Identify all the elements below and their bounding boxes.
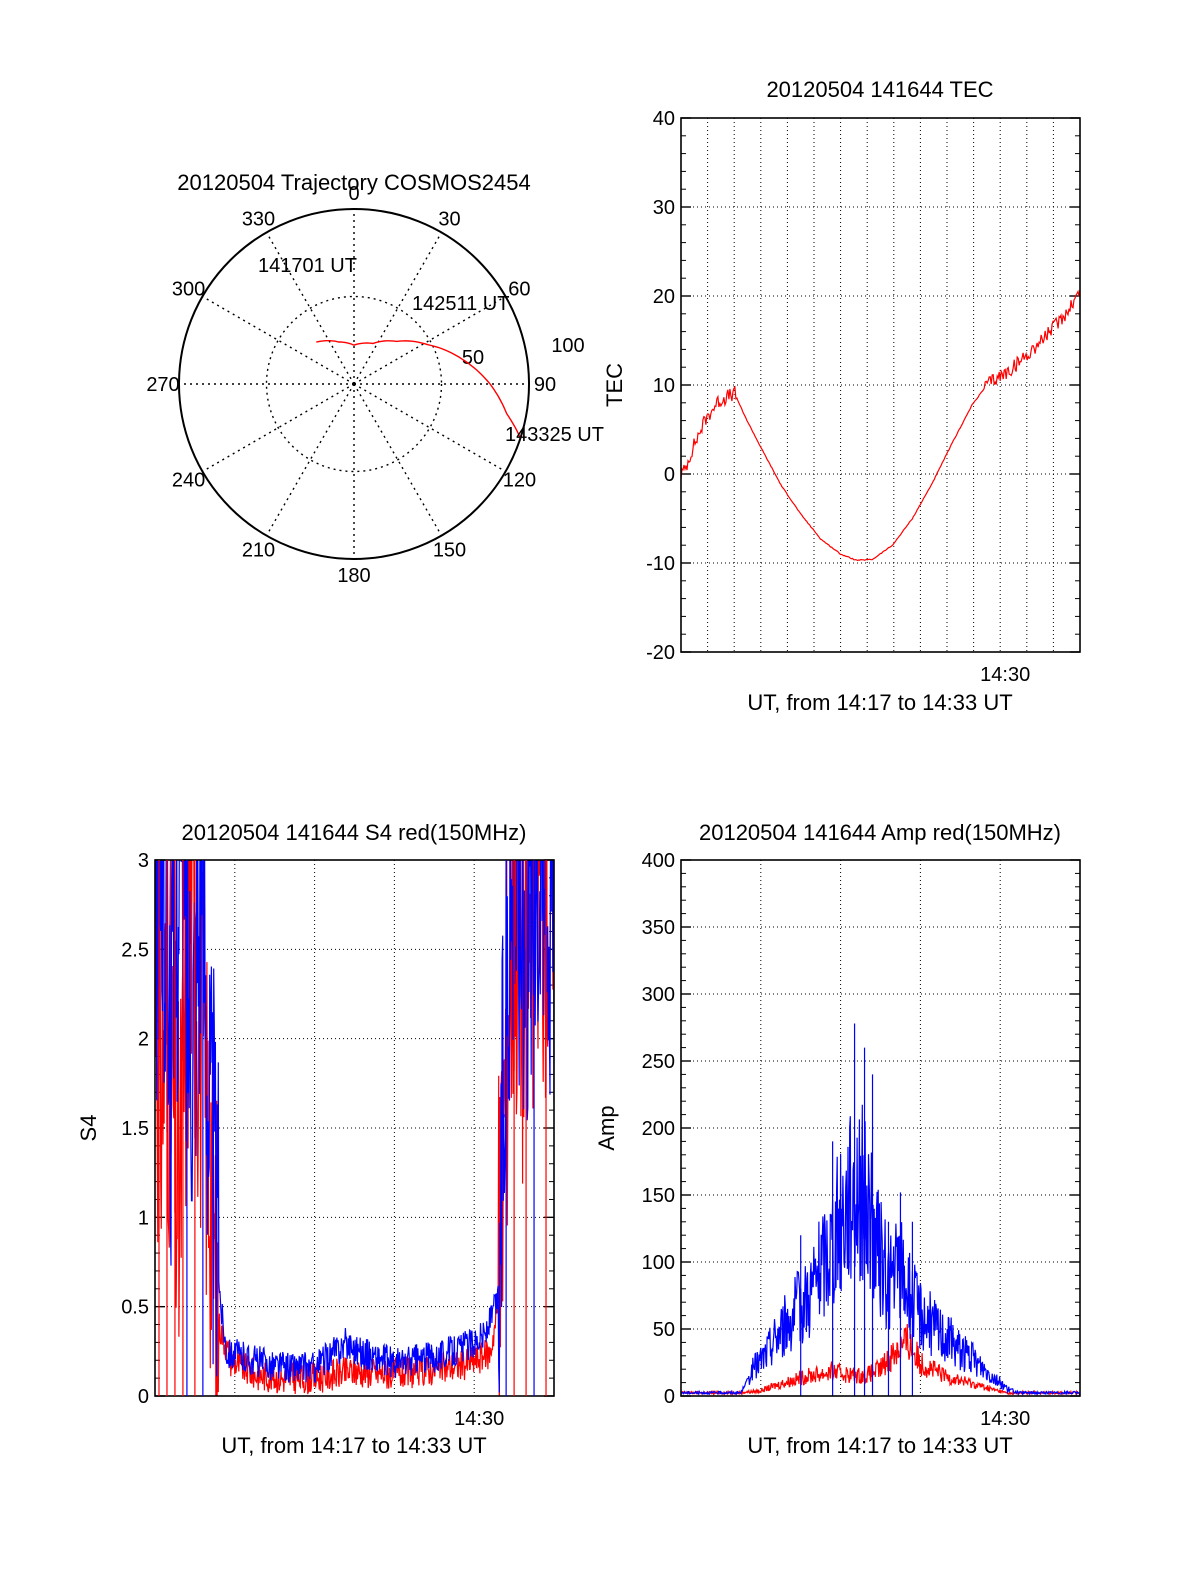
azimuth-label-180: 180 — [337, 565, 370, 587]
s4-panel: 20120504 141644 S4 red(150MHz) S4 UT, fr… — [76, 820, 555, 1458]
tec-xlabel: UT, from 14:17 to 14:33 UT — [747, 690, 1012, 715]
trajectory-annotation-start: 141701 UT — [258, 255, 357, 277]
azimuth-label-300: 300 — [172, 279, 205, 301]
amp-xtick-label-0: 14:30 — [980, 1408, 1030, 1430]
polar-spoke-210 — [265, 383, 355, 536]
s4-ytick-label-5: 2.5 — [121, 939, 149, 961]
polar-spoke-330 — [265, 232, 355, 385]
amp-ytick-label-0: 0 — [664, 1386, 675, 1408]
trajectory-annotation-end: 143325 UT — [505, 424, 604, 446]
amp-series-line-1 — [681, 1104, 1080, 1396]
tec-panel: 20120504 141644 TEC TEC UT, from 14:17 t… — [602, 77, 1081, 715]
tec-plot-frame — [680, 117, 1081, 653]
amp-plot-frame — [680, 859, 1081, 1397]
s4-ytick-label-2: 1 — [138, 1207, 149, 1229]
azimuth-label-330: 330 — [242, 209, 275, 231]
tec-title: 20120504 141644 TEC — [766, 77, 993, 102]
amp-ytick-label-7: 350 — [642, 917, 675, 939]
amp-series-line-0 — [681, 1323, 1080, 1396]
azimuth-label-30: 30 — [438, 209, 460, 231]
tec-ytick-label-2: 0 — [664, 464, 675, 486]
tec-ylabel: TEC — [602, 363, 627, 407]
tec-ytick-label-6: 40 — [653, 108, 675, 130]
azimuth-label-120: 120 — [503, 470, 536, 492]
trajectory-annotation-mid: 142511 UT — [412, 293, 509, 315]
tec-ytick-label-3: 10 — [653, 375, 675, 397]
trajectory-polar-plot: 20120504 Trajectory COSMOS2454 0 30 60 90 12… — [146, 170, 604, 587]
azimuth-label-0: 0 — [348, 183, 359, 205]
amp-panel: 20120504 141644 Amp red(150MHz) Amp UT, … — [594, 820, 1081, 1458]
polar-trajectory-series — [316, 340, 522, 439]
trajectory-title: 20120504 Trajectory COSMOS2454 — [177, 170, 530, 195]
polar-grid — [179, 209, 529, 559]
s4-ytick-label-0: 0 — [138, 1386, 149, 1408]
polar-spoke-150 — [353, 383, 443, 536]
amp-ytick-label-1: 50 — [653, 1319, 675, 1341]
polar-spoke-240 — [202, 383, 355, 473]
azimuth-label-210: 210 — [242, 539, 275, 561]
amp-series — [681, 1023, 1080, 1396]
s4-title: 20120504 141644 S4 red(150MHz) — [182, 820, 527, 845]
polar-azimuth-labels: 0 30 60 90 120 150 180 210 240 270 300 330 — [146, 183, 556, 587]
azimuth-label-60: 60 — [508, 279, 530, 301]
s4-plot-frame — [154, 859, 555, 1397]
polar-spoke-60 — [353, 295, 506, 385]
s4-series-line-0 — [155, 860, 554, 1396]
s4-ylabel: S4 — [76, 1115, 101, 1142]
s4-series-line-1 — [155, 860, 554, 1393]
tec-ytick-label-4: 20 — [653, 286, 675, 308]
azimuth-label-240: 240 — [172, 470, 205, 492]
azimuth-label-90: 90 — [534, 374, 556, 396]
polar-spoke-120 — [353, 383, 506, 473]
polar-outer-circle — [178, 208, 530, 560]
amp-title: 20120504 141644 Amp red(150MHz) — [699, 820, 1061, 845]
polar-spoke-300 — [202, 295, 355, 385]
s4-series — [155, 860, 554, 1396]
s4-ytick-label-6: 3 — [138, 850, 149, 872]
tec-ytick-label-1: -10 — [646, 553, 675, 575]
amp-ylabel: Amp — [594, 1105, 619, 1150]
s4-ytick-label-4: 2 — [138, 1029, 149, 1051]
tec-series-line-0 — [681, 289, 1080, 562]
tec-xtick-label-0: 14:30 — [980, 664, 1030, 686]
s4-xtick-label-0: 14:30 — [454, 1408, 504, 1430]
amp-xlabel: UT, from 14:17 to 14:33 UT — [747, 1433, 1012, 1458]
s4-xlabel: UT, from 14:17 to 14:33 UT — [221, 1433, 486, 1458]
tec-ytick-label-5: 30 — [653, 197, 675, 219]
elevation-label-100: 100 — [551, 335, 584, 357]
amp-ytick-label-2: 100 — [642, 1252, 675, 1274]
polar-spoke-30 — [353, 232, 443, 385]
amp-ytick-label-5: 250 — [642, 1051, 675, 1073]
s4-ytick-label-3: 1.5 — [121, 1118, 149, 1140]
polar-ring — [265, 295, 443, 473]
amp-ytick-label-8: 400 — [642, 850, 675, 872]
tec-grid — [681, 117, 1080, 653]
s4-ytick-label-1: 0.5 — [121, 1297, 149, 1319]
tec-series — [681, 289, 1080, 562]
amp-ytick-label-3: 150 — [642, 1185, 675, 1207]
amp-ytick-label-6: 300 — [642, 984, 675, 1006]
amp-ytick-label-4: 200 — [642, 1118, 675, 1140]
azimuth-label-270: 270 — [146, 374, 179, 396]
trajectory-line-0 — [316, 340, 522, 439]
elevation-label-50: 50 — [462, 347, 484, 369]
azimuth-label-150: 150 — [433, 539, 466, 561]
tec-ytick-label-0: -20 — [646, 642, 675, 664]
